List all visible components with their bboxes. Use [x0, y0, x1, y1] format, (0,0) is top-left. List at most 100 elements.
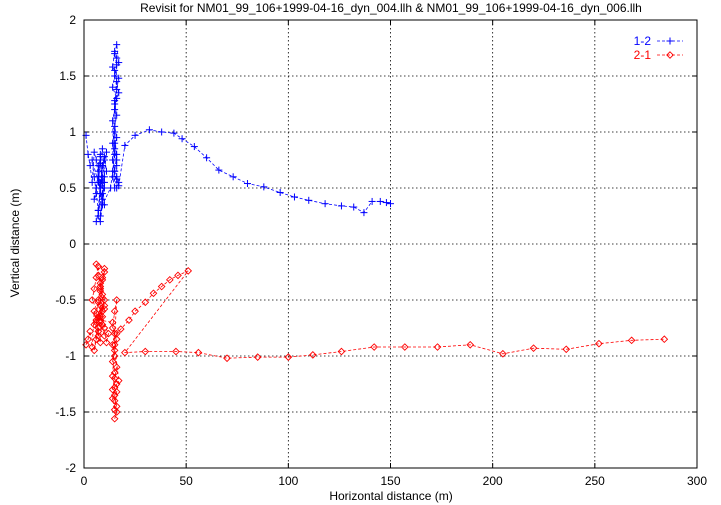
data-point [96, 312, 105, 321]
y-tick-label: 2 [69, 13, 76, 27]
data-point [90, 284, 99, 293]
data-point [110, 329, 119, 338]
y-tick-label: 0.5 [59, 181, 76, 195]
data-point [194, 348, 203, 357]
data-point [94, 271, 103, 280]
data-point [102, 148, 110, 156]
data-point [190, 143, 198, 151]
legend-marker-1-2 [666, 37, 674, 45]
data-point [305, 196, 313, 204]
data-point [100, 301, 109, 310]
data-point [113, 162, 121, 170]
x-tick-label: 300 [687, 474, 707, 488]
data-point [88, 178, 96, 186]
data-point [90, 195, 98, 203]
data-point [98, 173, 106, 181]
data-point [100, 332, 109, 340]
data-point [113, 85, 121, 93]
data-point [112, 363, 121, 372]
data-point [158, 128, 166, 136]
data-point [165, 276, 174, 284]
y-tick-label: -2 [65, 461, 76, 475]
plot-frame [83, 19, 698, 469]
data-point [290, 193, 298, 201]
x-tick-label: 0 [81, 474, 88, 488]
data-point [92, 273, 101, 282]
data-point [88, 296, 97, 304]
grid [84, 20, 697, 468]
data-point [350, 203, 358, 211]
data-point [108, 372, 117, 380]
data-point [149, 289, 158, 298]
data-point [111, 139, 119, 147]
data-point [321, 200, 329, 208]
data-point [109, 63, 117, 71]
data-point [112, 335, 121, 344]
data-point [110, 346, 119, 355]
data-point [100, 268, 109, 276]
data-point [243, 180, 251, 188]
x-tick-label: 200 [483, 474, 503, 488]
data-point [108, 394, 117, 403]
data-point [113, 175, 121, 183]
series-layer [82, 41, 669, 423]
x-tick-label: 150 [380, 474, 400, 488]
data-point [92, 260, 101, 268]
data-point [112, 296, 121, 304]
series-line-1-2 [85, 44, 391, 222]
data-point [110, 391, 119, 400]
data-point [98, 273, 107, 282]
data-point [276, 188, 284, 196]
data-point [88, 156, 96, 164]
data-point [141, 347, 150, 356]
data-point [96, 184, 104, 192]
data-point [96, 284, 105, 293]
data-point [90, 148, 98, 156]
data-point [260, 183, 268, 191]
legend: 1-22-1 [634, 34, 683, 62]
data-point [141, 298, 150, 307]
data-point [115, 74, 123, 82]
data-point [98, 290, 107, 299]
data-point [115, 59, 123, 67]
data-point [109, 83, 117, 91]
data-point [627, 336, 636, 345]
data-point [86, 327, 94, 336]
data-point [382, 199, 390, 207]
data-point [376, 197, 384, 205]
data-point [370, 343, 378, 351]
data-point [96, 150, 104, 158]
data-point [102, 167, 110, 175]
data-point [529, 344, 538, 352]
data-point [100, 156, 108, 164]
data-point [131, 307, 139, 316]
data-point [387, 200, 394, 208]
data-point [109, 117, 117, 125]
data-point [253, 353, 262, 361]
y-tick-label: -1.5 [55, 405, 76, 419]
data-point [109, 156, 117, 164]
data-point [110, 307, 119, 316]
legend-label-1-2: 1-2 [634, 34, 652, 48]
data-point [113, 111, 121, 119]
y-tick-label: -0.5 [55, 293, 76, 307]
data-point [660, 335, 669, 344]
data-point [96, 316, 105, 324]
data-point [433, 343, 442, 351]
data-point [98, 201, 106, 209]
data-point [112, 329, 121, 338]
data-point [337, 202, 345, 210]
data-point [284, 353, 293, 361]
y-tick-label: 1 [69, 125, 76, 139]
x-tick-label: 100 [278, 474, 298, 488]
data-point [113, 54, 121, 62]
data-point [94, 162, 102, 170]
data-point [215, 166, 223, 174]
data-point [100, 324, 109, 332]
data-point [112, 408, 121, 416]
data-point [98, 145, 106, 153]
series-line-2-1 [85, 263, 665, 419]
data-point [562, 345, 571, 354]
x-axis-label: Horizontal distance (m) [329, 489, 452, 503]
